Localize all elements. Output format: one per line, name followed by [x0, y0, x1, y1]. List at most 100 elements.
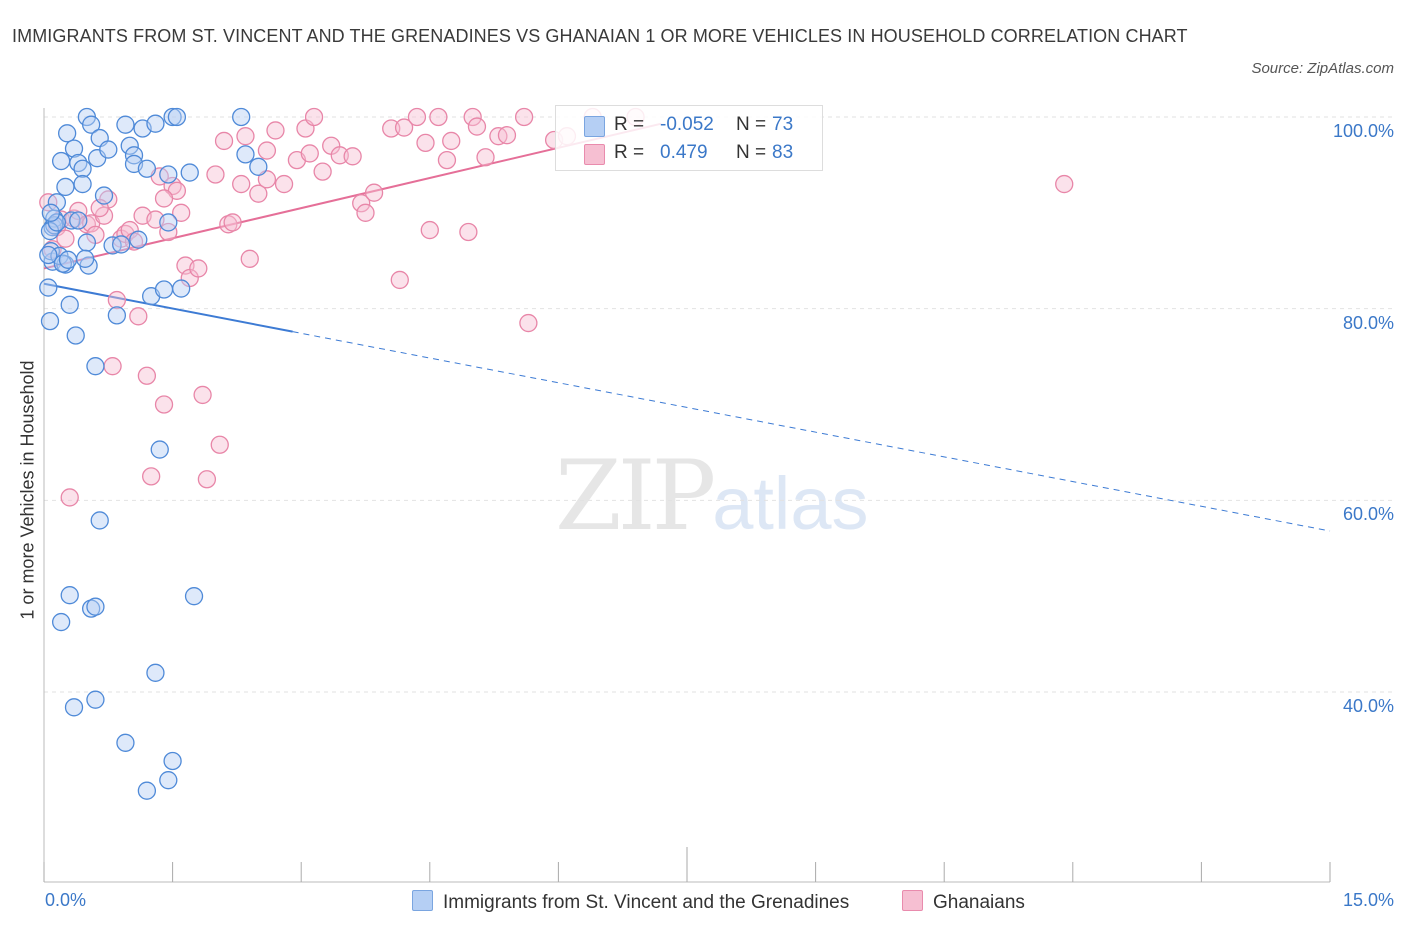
point-ghanaians — [304, 107, 324, 127]
legend-swatch-blue — [584, 116, 605, 137]
legend-swatch-pink — [902, 890, 923, 911]
point-immigrants — [120, 136, 139, 155]
point-immigrants — [60, 586, 79, 605]
point-ghanaians — [60, 488, 79, 507]
point-ghanaians — [390, 270, 409, 290]
point-ghanaians — [420, 220, 439, 240]
point-ghanaians — [257, 170, 277, 189]
point-ghanaians — [476, 148, 495, 167]
point-immigrants — [39, 278, 58, 297]
y-axis-label: 1 or more Vehicles in Household — [17, 360, 38, 620]
legend-label-immigrants: Immigrants from St. Vincent and the Gren… — [443, 892, 850, 913]
point-ghanaians — [300, 144, 319, 163]
point-ghanaians — [154, 189, 174, 208]
point-ghanaians — [330, 146, 349, 165]
point-immigrants — [62, 211, 81, 230]
legend-r-label: R = — [614, 114, 645, 135]
point-ghanaians — [159, 222, 178, 242]
point-ghanaians — [364, 183, 384, 202]
point-ghanaians — [343, 147, 362, 166]
point-immigrants — [77, 233, 97, 252]
point-immigrants — [86, 690, 105, 709]
point-immigrants — [73, 159, 92, 178]
legend-item-immigrants[interactable]: Immigrants from St. Vincent and the Gren… — [412, 890, 849, 914]
point-immigrants — [159, 213, 178, 232]
point-ghanaians — [154, 395, 174, 414]
point-ghanaians — [189, 259, 208, 278]
x-tick-label-min: 0.0% — [45, 890, 87, 910]
point-immigrants — [137, 159, 157, 178]
point-ghanaians — [56, 229, 75, 248]
point-ghanaians — [463, 107, 482, 127]
legend-swatch-blue — [412, 890, 433, 911]
legend-r-label: R = — [614, 142, 645, 163]
point-immigrants — [249, 157, 268, 176]
point-ghanaians — [172, 203, 191, 222]
point-ghanaians — [214, 131, 234, 151]
point-immigrants — [66, 326, 85, 345]
point-immigrants — [56, 177, 75, 197]
y-tick-label: 60.0% — [1342, 504, 1394, 525]
point-immigrants — [64, 698, 84, 717]
point-immigrants — [150, 440, 169, 459]
point-immigrants — [154, 280, 174, 299]
trend-line-immigrants — [43, 282, 293, 333]
point-immigrants — [76, 249, 95, 268]
point-immigrants — [146, 114, 165, 133]
point-ghanaians — [407, 107, 427, 127]
watermark-atlas: atlas — [712, 462, 869, 545]
point-ghanaians — [437, 150, 457, 170]
point-ghanaians — [193, 385, 212, 405]
point-immigrants — [39, 245, 58, 265]
point-immigrants — [40, 311, 60, 331]
point-immigrants — [51, 151, 71, 171]
point-immigrants — [57, 124, 77, 143]
point-ghanaians — [416, 133, 435, 153]
point-immigrants — [129, 230, 148, 249]
legend-r-value: 0.479 — [660, 142, 708, 163]
point-ghanaians — [257, 141, 277, 160]
point-ghanaians — [107, 290, 127, 310]
point-immigrants — [47, 193, 67, 212]
point-ghanaians — [394, 118, 414, 137]
point-immigrants — [180, 163, 199, 182]
chart-title: IMMIGRANTS FROM ST. VINCENT AND THE GREN… — [12, 26, 1188, 46]
point-immigrants — [51, 612, 71, 632]
point-immigrants — [112, 235, 131, 254]
point-immigrants — [146, 663, 165, 682]
trend-line-immigrants-dashed — [292, 331, 1331, 532]
chart-source: Source: ZipAtlas.com — [1251, 60, 1394, 77]
point-ghanaians — [103, 357, 122, 376]
legend-r-value: -0.052 — [660, 114, 714, 135]
legend-label-ghanaians: Ghanaians — [933, 892, 1025, 913]
y-tick-label: 40.0% — [1342, 696, 1394, 716]
point-ghanaians — [429, 107, 448, 127]
legend-item-ghanaians[interactable]: Ghanaians — [902, 890, 1025, 914]
point-ghanaians — [236, 127, 255, 146]
point-ghanaians — [1055, 174, 1074, 194]
point-ghanaians — [382, 119, 401, 138]
y-tick-label: 80.0% — [1342, 312, 1394, 333]
point-immigrants — [163, 107, 182, 127]
point-ghanaians — [467, 117, 487, 136]
point-ghanaians — [137, 366, 157, 385]
point-immigrants — [86, 357, 105, 376]
point-ghanaians — [459, 222, 478, 242]
watermark: ZIPatlas — [555, 440, 869, 552]
point-ghanaians — [514, 107, 534, 127]
point-immigrants — [64, 139, 84, 158]
point-ghanaians — [442, 131, 461, 151]
point-immigrants — [94, 186, 114, 205]
point-ghanaians — [274, 174, 294, 194]
point-immigrants — [60, 295, 79, 314]
point-ghanaians — [240, 249, 259, 268]
point-immigrants — [116, 115, 135, 134]
point-ghanaians — [197, 470, 217, 489]
point-immigrants — [236, 145, 255, 164]
data-points — [39, 107, 1074, 800]
point-immigrants — [159, 165, 178, 184]
point-ghanaians — [210, 435, 229, 454]
point-ghanaians — [266, 121, 285, 140]
point-immigrants — [86, 597, 105, 616]
point-immigrants — [90, 511, 109, 530]
